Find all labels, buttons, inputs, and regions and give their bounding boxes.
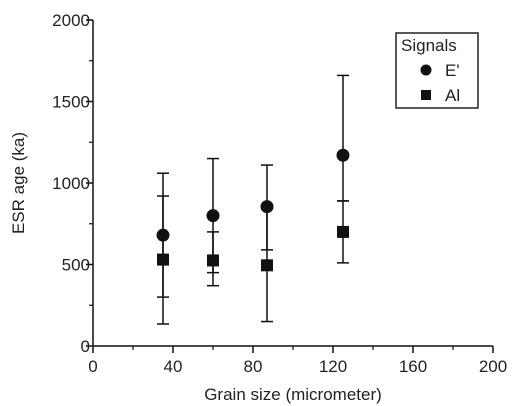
axes-layer	[86, 19, 494, 353]
x-tick-label: 160	[399, 357, 427, 376]
x-tick-label: 80	[244, 357, 263, 376]
y-tick-label: 1000	[52, 174, 90, 193]
legend-title: Signals	[401, 36, 457, 55]
data-point-e-prime	[260, 200, 274, 214]
y-tick-label: 2000	[52, 11, 90, 30]
error-bars-layer	[157, 74, 349, 325]
y-tick-label: 500	[62, 256, 90, 275]
x-tick-label: 0	[88, 357, 97, 376]
y-tick-label: 1500	[52, 93, 90, 112]
data-point-e-prime	[156, 228, 170, 242]
data-point-al	[337, 225, 349, 238]
x-axis-title: Grain size (micrometer)	[204, 385, 382, 404]
y-axis-title: ESR age (ka)	[9, 132, 28, 234]
data-point-al	[157, 253, 169, 266]
data-point-al	[207, 254, 219, 267]
data-point-e-prime	[206, 209, 220, 223]
legend-marker-circle	[420, 64, 432, 76]
x-tick-label: 120	[319, 357, 347, 376]
data-point-al	[261, 259, 273, 272]
x-tick-label: 40	[164, 357, 183, 376]
x-tick-label: 200	[479, 357, 507, 376]
legend: Signals E' Al	[395, 32, 479, 109]
legend-entry-e-prime: E'	[445, 61, 460, 80]
data-point-e-prime	[336, 148, 350, 162]
legend-marker-square	[421, 90, 431, 100]
y-tick-label: 0	[81, 337, 90, 356]
legend-entry-al: Al	[445, 86, 460, 105]
markers-layer	[156, 148, 350, 272]
legend-box	[395, 32, 479, 109]
